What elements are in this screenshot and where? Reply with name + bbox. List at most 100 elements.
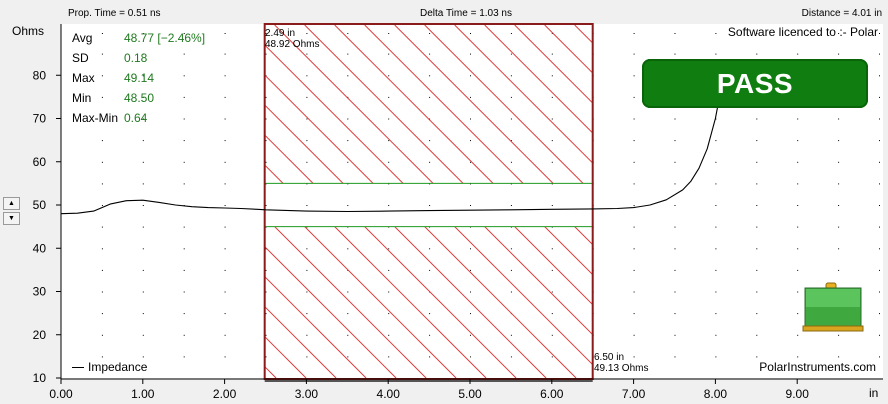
grid-dot [510, 96, 512, 98]
prop-time-readout: Prop. Time = 0.51 ns [68, 8, 161, 19]
grid-dot [838, 226, 840, 228]
grid-dot [101, 356, 103, 358]
grid-dot [388, 118, 390, 120]
left-cursor-impedance: 48.92 Ohms [265, 39, 320, 50]
grid-dot [388, 183, 390, 185]
grid-dot [142, 53, 144, 55]
grid-dot [879, 291, 880, 293]
grid-dot [429, 205, 431, 206]
grid-dot [183, 96, 185, 98]
grid-dot [510, 33, 512, 34]
grid-dot [510, 118, 512, 120]
grid-dot [879, 334, 880, 336]
left-cursor-position: 2.49 in [265, 28, 296, 39]
grid-dot [756, 140, 758, 142]
grid-dot [429, 313, 431, 315]
grid-dot [470, 313, 471, 315]
grid-dot [797, 161, 799, 163]
grid-dot [633, 53, 635, 55]
y-axis-ticks: 10 20 30 40 50 60 70 80 [33, 68, 61, 385]
grid-dot [715, 183, 717, 185]
grid-dot [756, 291, 758, 293]
grid-dot [551, 334, 553, 336]
grid-dot [470, 33, 471, 34]
grid-dot [429, 161, 431, 163]
grid-dot [101, 291, 103, 293]
grid-dot [674, 53, 676, 55]
stat-value: 0.64 [124, 111, 148, 125]
right-cursor-position: 6.50 in [594, 352, 625, 363]
stat-label: Max [72, 71, 95, 85]
hatch-band [0, 226, 593, 378]
hatch-line [264, 305, 337, 378]
hatch-line [264, 245, 397, 378]
hatch-line [364, 226, 517, 378]
grid-dot [756, 226, 758, 228]
hatch-line [264, 275, 367, 378]
grid-dot [879, 96, 880, 98]
hatch-line [0, 227, 36, 378]
grid-dot [306, 291, 308, 293]
hatch-line [454, 226, 593, 366]
grid-dot [551, 96, 553, 98]
grid-dot [142, 183, 144, 185]
grid-dot [633, 161, 635, 163]
grid-dot [797, 269, 799, 271]
grid-dot [715, 313, 717, 315]
grid-dot [879, 226, 880, 228]
grid-dot [715, 161, 717, 163]
grid-dot [756, 33, 758, 34]
grid-dot [470, 356, 471, 358]
hatch-line [274, 226, 427, 378]
grid-dot [756, 53, 758, 55]
grid-dot [838, 248, 840, 250]
grid-dot [142, 75, 144, 77]
grid-dot [388, 291, 390, 293]
grid-dot [674, 226, 676, 228]
grid-dot [347, 183, 349, 185]
scroll-down-button[interactable]: ▼ [3, 212, 20, 225]
grid-dot [265, 161, 267, 163]
pass-badge: PASS [642, 59, 868, 108]
grid-dot [388, 269, 390, 271]
hatch-line [484, 226, 593, 336]
grid-dot [265, 140, 267, 142]
hatch-line [304, 25, 464, 184]
grid-dot [142, 226, 144, 228]
stat-label: Avg [72, 31, 93, 45]
y-axis-unit-label: Ohms [12, 24, 45, 38]
grid-dot [470, 205, 471, 206]
grid-dot [224, 140, 226, 142]
grid-dot [142, 356, 144, 358]
grid-dot [142, 33, 144, 34]
scroll-up-button[interactable]: ▲ [3, 197, 20, 210]
impedance-trace [60, 75, 725, 215]
grid-dot [429, 140, 431, 142]
distance-readout: Distance = 4.01 in [801, 8, 882, 19]
grid-dot [470, 118, 471, 120]
grid-dot [797, 291, 799, 293]
grid-dot [101, 334, 103, 336]
grid-dot [265, 53, 267, 55]
grid-dot [183, 140, 185, 142]
grid-dot [347, 96, 349, 98]
top-bar: Prop. Time = 0.51 ns Delta Time = 1.03 n… [0, 0, 888, 24]
grid-dot [101, 161, 103, 163]
grid-dot [224, 75, 226, 77]
grid-dot [388, 205, 390, 206]
company-link[interactable]: PolarInstruments.com [759, 360, 876, 374]
x-tick-label: 6.00 [540, 387, 564, 401]
grid-dot [510, 334, 512, 336]
grid-dot [265, 334, 267, 336]
grid-dot [429, 75, 431, 77]
grid-dot [551, 248, 553, 250]
hatch-band [264, 25, 593, 184]
x-tick-label: 4.00 [377, 387, 401, 401]
license-text: Software licenced to :- Polar [727, 25, 878, 39]
grid-dot [797, 334, 799, 336]
grid-dot [633, 291, 635, 293]
grid-dot [101, 183, 103, 185]
y-tick-label: 50 [33, 198, 47, 212]
grid-dot [797, 53, 799, 55]
grid-dot [838, 183, 840, 185]
